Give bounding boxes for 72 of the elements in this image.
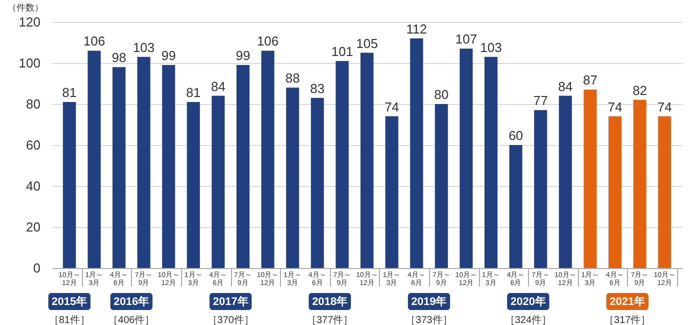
bar: [286, 88, 300, 268]
bar: [360, 52, 374, 268]
bar: [212, 96, 225, 268]
data-label: 82: [632, 82, 648, 98]
data-label: 99: [161, 48, 176, 64]
y-tick-label: 0: [33, 260, 40, 276]
y-tick-label: 100: [18, 56, 40, 70]
bar: [534, 110, 548, 268]
y-tick-label: 40: [26, 178, 40, 194]
text: ［406件］: [108, 315, 155, 325]
data-label: 77: [533, 93, 548, 108]
text: ［317件］: [604, 315, 651, 325]
text: ［377件］: [306, 315, 354, 325]
data-label: 84: [210, 78, 226, 94]
data-label: 74: [608, 99, 622, 114]
bar: [410, 38, 424, 268]
bar: [434, 104, 448, 268]
bar: [484, 56, 498, 268]
text: ［81件］: [48, 315, 90, 325]
bar: [310, 98, 324, 268]
bar: [112, 67, 126, 268]
text: 2018年: [312, 295, 348, 308]
data-label: 99: [236, 48, 250, 64]
text: 2015年: [52, 295, 88, 308]
data-label: 84: [558, 78, 573, 94]
data-label: 103: [132, 40, 155, 55]
data-label: 74: [384, 99, 400, 114]
data-label: 81: [62, 84, 77, 100]
data-label: 105: [356, 36, 378, 51]
y-tick-label: 80: [26, 96, 40, 112]
data-label: 112: [406, 21, 427, 36]
data-label: 83: [310, 80, 325, 96]
data-label: 74: [657, 99, 672, 114]
bar: [62, 102, 76, 268]
data-label: 98: [112, 50, 126, 66]
bar: [608, 116, 622, 268]
data-label: 107: [455, 32, 478, 47]
y-tick-label: 20: [26, 220, 40, 234]
bar: [509, 145, 522, 268]
y-tick-label: 120: [18, 14, 40, 30]
bar: [137, 56, 150, 268]
text: 2017年: [212, 295, 248, 308]
bar: [186, 102, 200, 268]
bar: [558, 96, 572, 268]
bar: [385, 116, 398, 268]
data-label: 81: [186, 84, 201, 100]
bar: [88, 50, 101, 268]
text: 2016年: [114, 295, 150, 308]
text: 2021年: [610, 295, 646, 308]
text: ［373件］: [406, 315, 452, 325]
bar: [460, 48, 473, 268]
y-axis-title: （件数）: [8, 2, 44, 12]
data-label: 103: [480, 40, 502, 55]
bar: [633, 100, 646, 268]
bar: [236, 65, 250, 268]
data-label: 88: [285, 70, 300, 86]
y-tick-label: 60: [26, 138, 40, 152]
text: 2020年: [510, 295, 546, 308]
text: ［370件］: [207, 315, 254, 325]
data-label: 101: [331, 44, 354, 59]
bar: [584, 90, 597, 268]
data-label: 106: [83, 34, 106, 49]
text: ［324件］: [504, 315, 552, 325]
data-label: 60: [508, 128, 524, 143]
bar: [162, 65, 176, 268]
data-label: 106: [256, 34, 279, 49]
bar: [261, 50, 274, 268]
bar: [658, 116, 672, 268]
text: 2019年: [411, 295, 447, 308]
data-label: 80: [434, 87, 449, 102]
data-label: 87: [582, 72, 598, 88]
bar: [336, 60, 349, 268]
